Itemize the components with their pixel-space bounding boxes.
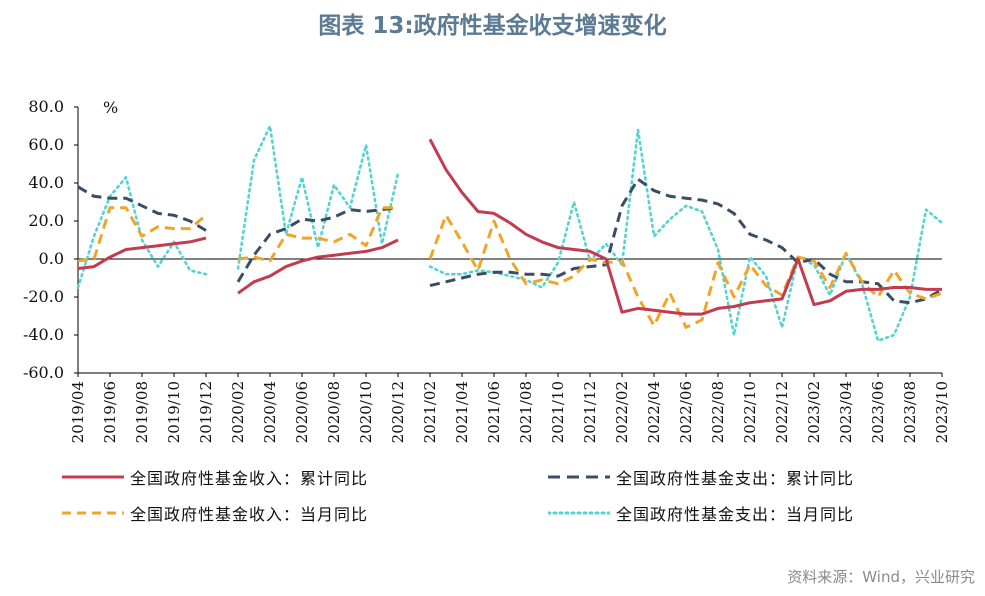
x-tick-label: 2020/10 (357, 381, 375, 443)
y-tick-label: -60.0 (23, 363, 64, 382)
series-line-2 (77, 206, 943, 329)
x-tick-label: 2019/04 (69, 381, 87, 443)
x-tick-label: 2023/06 (869, 381, 887, 443)
x-tick-label: 2019/12 (197, 381, 215, 443)
legend-label: 全国政府性基金支出：当月同比 (616, 505, 855, 524)
x-tick-label: 2021/04 (453, 381, 471, 443)
legend-label: 全国政府性基金收入：累计同比 (130, 469, 369, 488)
series-line-0 (77, 138, 942, 316)
y-tick-label: -20.0 (23, 287, 64, 306)
legend-label: 全国政府性基金支出：累计同比 (616, 469, 855, 488)
legend-expense-cumulative: 全国政府性基金支出：累计同比 (548, 465, 854, 489)
x-tick-label: 2020/02 (229, 381, 247, 443)
x-tick-label: 2021/12 (581, 381, 599, 443)
x-tick-label: 2020/08 (325, 381, 343, 443)
legend-swatch-dashed (548, 475, 610, 479)
legend-revenue-cumulative: 全国政府性基金收入：累计同比 (62, 465, 368, 489)
legend-label: 全国政府性基金收入：当月同比 (130, 505, 369, 524)
legend-swatch-dashed (62, 511, 124, 515)
x-tick-label: 2022/04 (645, 381, 663, 443)
legend-swatch-dotted (548, 511, 610, 515)
x-tick-label: 2019/08 (133, 381, 151, 443)
x-tick-label: 2019/10 (165, 381, 183, 443)
y-axis-unit-label: % (103, 98, 118, 117)
legend-swatch-solid (62, 475, 124, 479)
series-line-3 (76, 124, 944, 342)
x-tick-label: 2023/04 (837, 381, 855, 443)
legend-revenue-monthly: 全国政府性基金收入：当月同比 (62, 501, 368, 525)
y-tick-label: 0.0 (39, 249, 64, 268)
x-tick-label: 2023/10 (933, 381, 951, 443)
y-tick-label: 40.0 (28, 173, 64, 192)
series-layer (76, 124, 944, 342)
x-tick-label: 2022/12 (773, 381, 791, 443)
x-tick-label: 2020/12 (389, 381, 407, 443)
x-tick-label: 2022/10 (741, 381, 759, 443)
chart-title: 图表 13:政府性基金收支增速变化 (318, 13, 667, 39)
x-tick-label: 2022/06 (677, 381, 695, 443)
x-tick-label: 2020/06 (293, 381, 311, 443)
series-line-1 (77, 177, 943, 305)
x-tick-label: 2021/02 (421, 381, 439, 443)
source-note: 资料来源：Wind，兴业研究 (787, 568, 975, 586)
x-tick-label: 2019/06 (101, 381, 119, 443)
x-tick-label: 2021/08 (517, 381, 535, 443)
x-tick-label: 2022/02 (613, 381, 631, 443)
y-tick-label: 20.0 (28, 211, 64, 230)
x-tick-label: 2023/08 (901, 381, 919, 443)
chart-axes: 80.0 60.0 40.0 20.0 0.0 -20.0 -40.0 -60.0 2019/0… (23, 97, 951, 443)
x-tick-label: 2023/02 (805, 381, 823, 443)
x-tick-label: 2021/06 (485, 381, 503, 443)
y-tick-label: 80.0 (28, 97, 64, 116)
y-tick-label: -40.0 (23, 325, 64, 344)
legend-expense-monthly: 全国政府性基金支出：当月同比 (548, 501, 854, 525)
line-chart: 80.0 60.0 40.0 20.0 0.0 -20.0 -40.0 -60.0 2019/0… (23, 97, 951, 443)
x-tick-label: 2020/04 (261, 381, 279, 443)
x-tick-label: 2021/10 (549, 381, 567, 443)
y-tick-label: 60.0 (28, 135, 64, 154)
x-tick-label: 2022/08 (709, 381, 727, 443)
